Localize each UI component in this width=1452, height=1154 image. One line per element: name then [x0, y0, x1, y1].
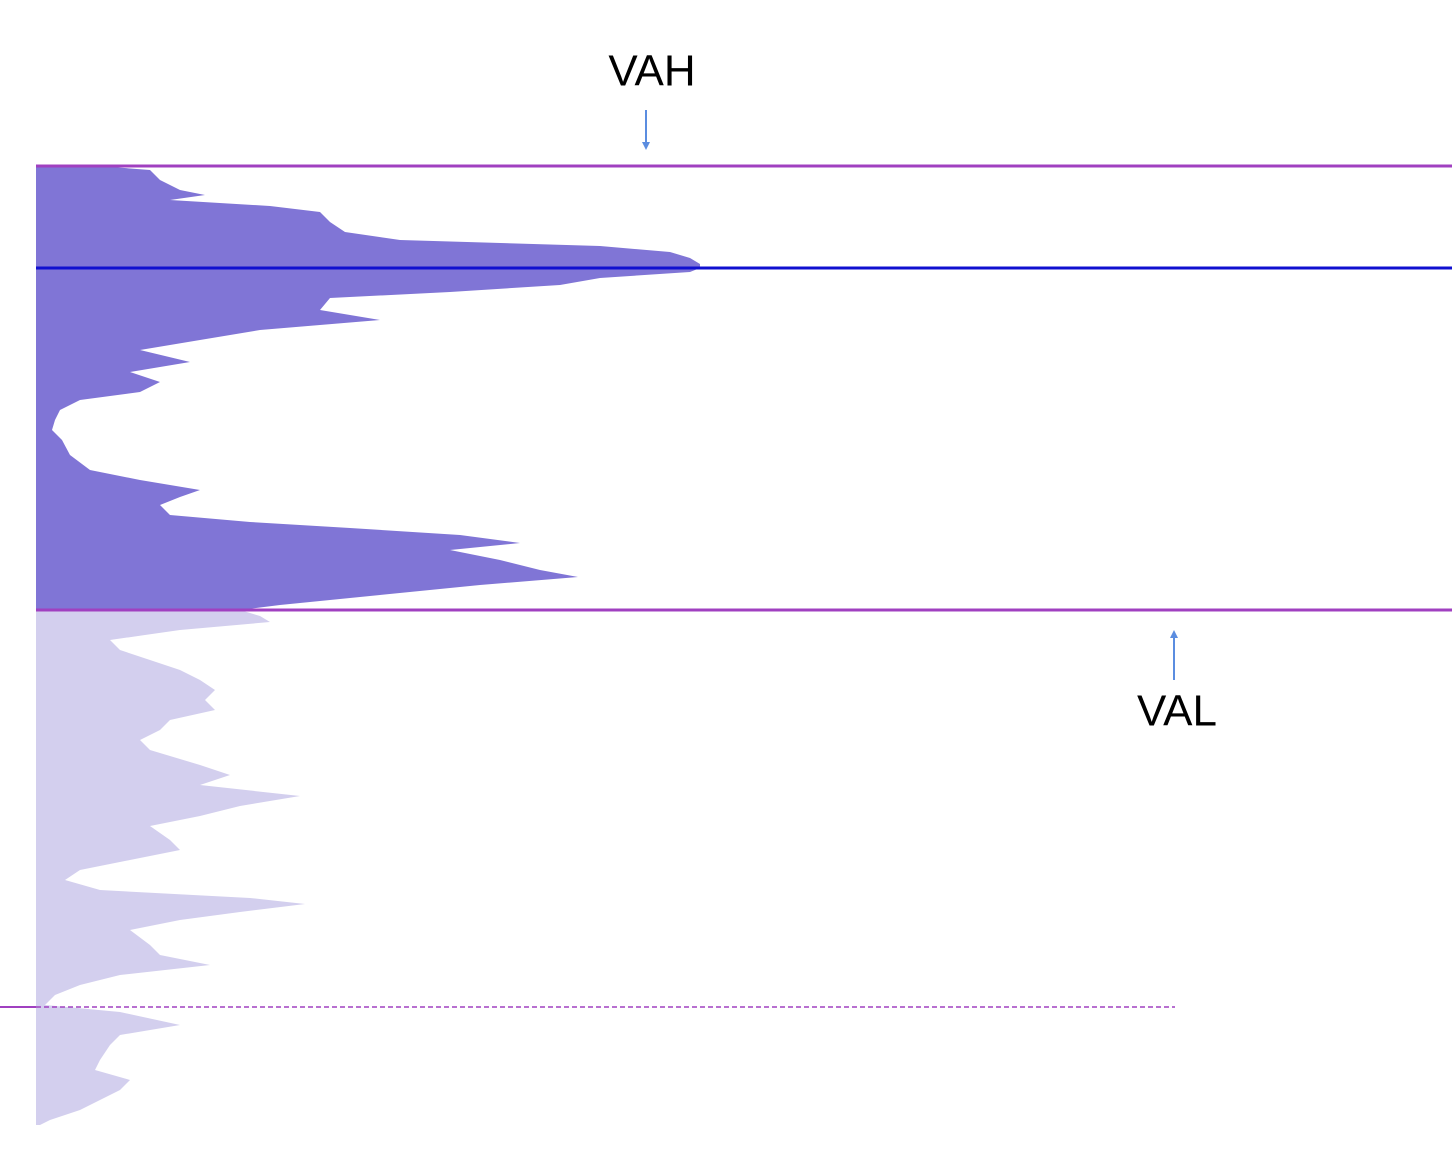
value-area-profile: [36, 166, 700, 610]
vah-label: VAH: [608, 47, 695, 96]
val-label: VAL: [1137, 687, 1217, 736]
outside-profile: [36, 610, 305, 1125]
